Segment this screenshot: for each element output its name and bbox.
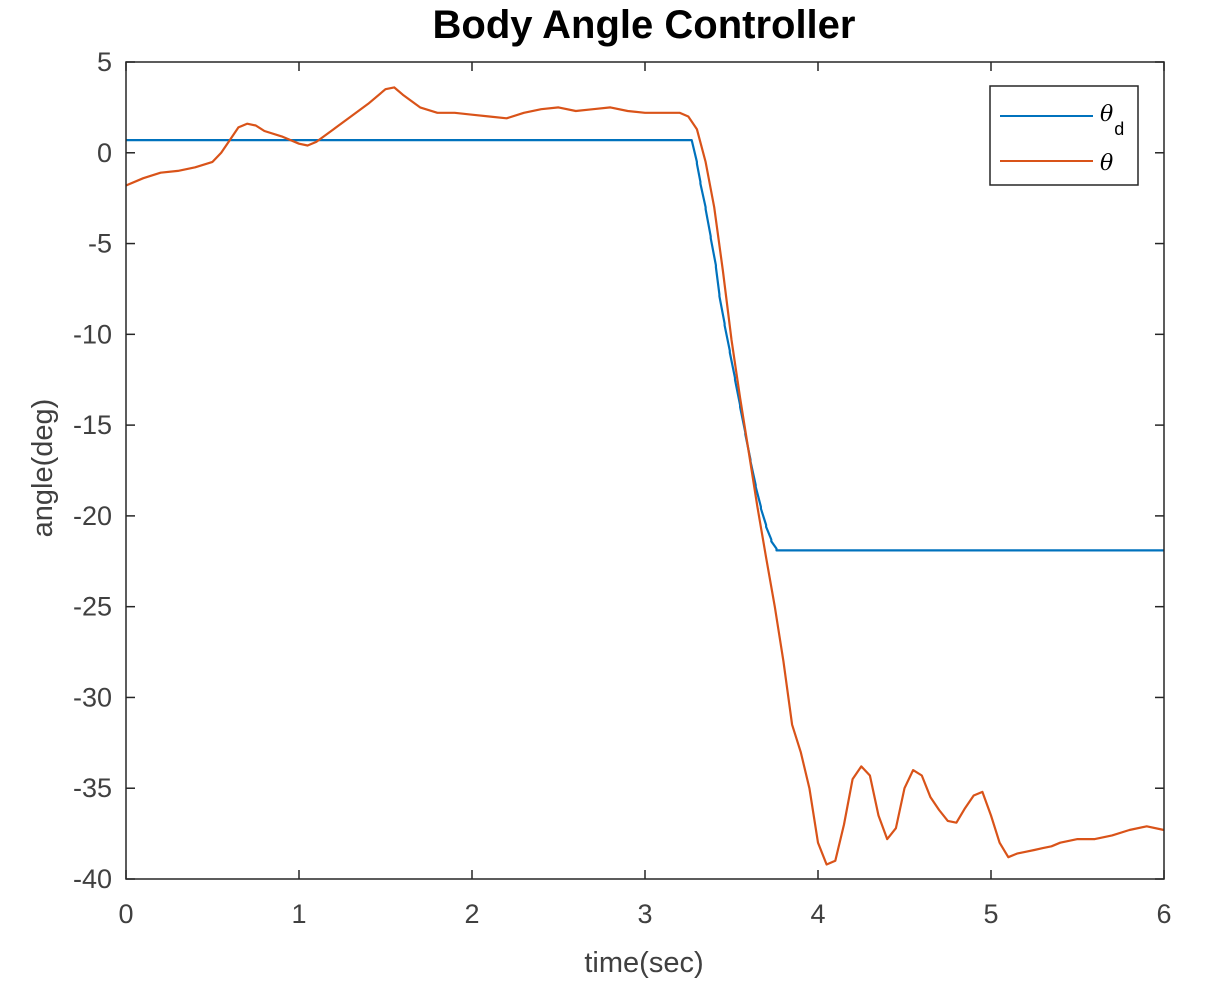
x-tick-label: 3 xyxy=(637,899,652,929)
legend-box xyxy=(989,85,1139,186)
legend: θd θ xyxy=(989,85,1139,186)
legend-label-theta: θ xyxy=(1100,151,1113,176)
axes-box xyxy=(125,61,1165,880)
legend-subscript-theta-d: d xyxy=(1114,119,1124,139)
plot-area xyxy=(126,62,1164,879)
y-axis-label: angle(deg) xyxy=(27,399,59,538)
x-axis-label: time(sec) xyxy=(584,947,703,979)
chart-title: Body Angle Controller xyxy=(433,3,856,47)
y-tick-label: 5 xyxy=(97,47,112,77)
y-tick-label: -40 xyxy=(73,864,112,894)
series-line-theta-d xyxy=(126,139,1164,552)
series-line-theta xyxy=(125,86,1165,866)
tick-labels: 0 1 2 3 4 5 6 5 0 -5 -10 -15 -20 -25 -30 -35 -40 xyxy=(73,47,1172,929)
y-tick-label: -30 xyxy=(73,682,112,712)
y-tick-label: -5 xyxy=(88,229,112,259)
x-tick-label: 0 xyxy=(118,899,133,929)
x-tick-label: 6 xyxy=(1156,899,1171,929)
legend-symbol-theta-d: θ xyxy=(1100,102,1113,127)
y-tick-label: -35 xyxy=(73,773,112,803)
x-tick-label: 2 xyxy=(464,899,479,929)
y-tick-label: -20 xyxy=(73,501,112,531)
y-tick-label: -10 xyxy=(73,319,112,349)
x-tick-label: 1 xyxy=(291,899,306,929)
y-tick-label: 0 xyxy=(97,138,112,168)
x-tick-label: 4 xyxy=(810,899,825,929)
y-tick-label: -15 xyxy=(73,410,112,440)
y-tick-label: -25 xyxy=(73,592,112,622)
series-layer xyxy=(125,86,1165,866)
legend-label-theta-d: θd xyxy=(1100,102,1124,139)
x-tick-label: 5 xyxy=(983,899,998,929)
